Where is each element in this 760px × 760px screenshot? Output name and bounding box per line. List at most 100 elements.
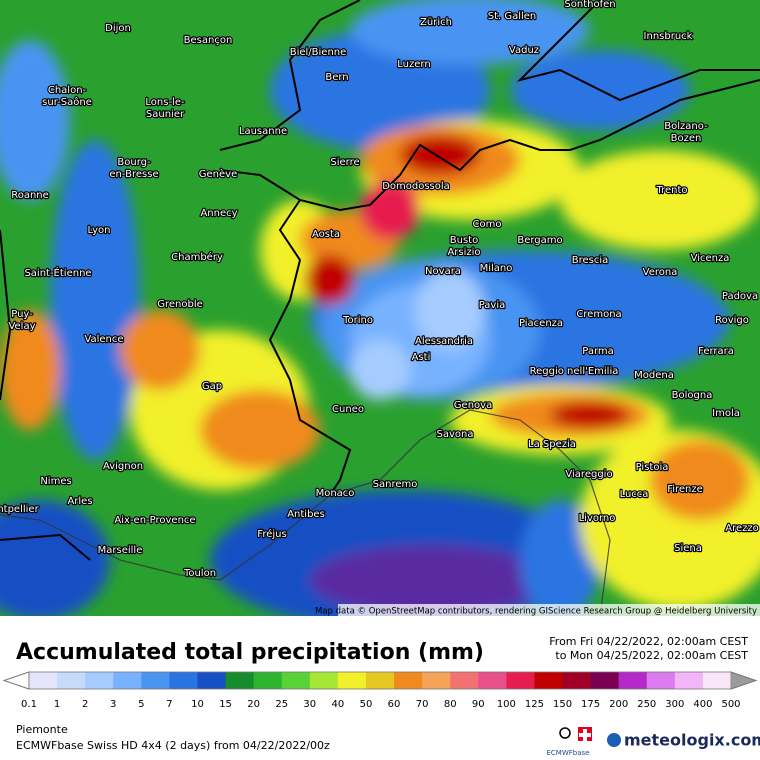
city-label: Lyon [87,225,110,236]
region: Piemonte [16,723,68,736]
period-to: to Mon 04/25/2022, 02:00am CEST [555,649,748,662]
city-label: Bourg- [117,157,151,168]
legend-swatch [422,672,451,689]
legend-level-label: 7 [166,699,172,710]
city-label: Genova [454,400,492,411]
city-label: Lausanne [239,126,287,137]
coastline [0,409,611,616]
city-label: Valence [84,334,123,345]
city-label: Besançon [184,35,233,46]
swiss-cross [579,729,591,741]
city-labels: Sonthofen Dijon Besançon Biel/Bienne Zürich S… [0,0,760,580]
city-label: Puy- [11,309,33,320]
city-label: Savona [437,429,474,440]
city-label: Roanne [11,190,49,201]
legend-swatch [450,672,479,689]
city-label: Grenoble [157,299,203,310]
legend-level-label: 125 [525,699,544,710]
city-label: Bern [325,72,348,83]
city-label: Torino [342,315,373,326]
legend-level-label: 70 [416,699,429,710]
legend-swatch [113,672,142,689]
city-label: Novara [425,266,461,277]
legend-swatch [365,672,395,689]
city-label: Biel/Bienne [290,47,347,58]
city-label: Arles [67,496,92,507]
legend-level-label: 60 [388,699,401,710]
city-label: Bolzano- [664,121,708,132]
city-label: Viareggio [565,469,612,480]
logo-icon [559,727,571,739]
legend-swatch [590,672,620,689]
legend-level-label: 90 [472,699,485,710]
legend-swatch [646,672,676,689]
city-label: Cuneo [332,404,364,415]
city-label: St. Gallen [488,11,537,22]
city-label: Ferrara [698,346,734,357]
city-label: Chalon- [48,85,87,96]
city-label: Marseille [98,545,143,556]
legend-level-label: 100 [497,699,516,710]
legend-swatch [309,672,339,689]
legend-level-label: 500 [721,699,740,710]
city-label: Alessandria [415,336,473,347]
city-label: Bergamo [517,235,562,246]
legend: 0.1 1 2 3 5 7 10 15 20 25 30 40 50 60 70 80 90 100 125 150 1… [2,671,758,710]
attribution: Map data © OpenStreetMap contributors, r… [315,607,757,617]
city-label: Siena [674,543,702,554]
legend-level-label: 30 [303,699,316,710]
legend-level-label: 10 [191,699,204,710]
city-label: Fréjus [257,528,286,540]
ecmwf-logo: ECMWFbase [547,749,590,757]
city-label: Arsizio [447,247,480,258]
city-label: Aix-en-Provence [114,515,195,526]
city-label: Domodossola [382,181,450,192]
legend-swatch [337,672,367,689]
city-label: Imola [712,408,740,419]
legend-swatch [702,672,732,689]
legend-swatch [29,672,58,689]
legend-swatch [169,672,198,689]
legend-swatch [618,672,648,689]
legend-over-arrow [730,671,758,690]
city-label: Como [473,219,502,230]
city-label: Asti [412,352,431,363]
city-label: Toulon [183,568,216,579]
city-label: Brescia [572,255,609,266]
map: Map data © OpenStreetMap contributors, r… [0,0,760,617]
legend-swatch [57,672,86,689]
city-label: Cremona [576,309,621,320]
legend-level-label: 300 [665,699,684,710]
city-label: Aosta [312,229,340,240]
legend-level-label: 175 [581,699,600,710]
legend-swatch [534,672,564,689]
legend-level-label: 400 [693,699,712,710]
city-label: Annecy [200,208,237,219]
city-label: Velay [8,321,35,332]
city-label: Gap [202,381,222,392]
legend-swatch [562,672,592,689]
legend-level-label: 0.1 [21,699,37,710]
city-label: en-Bresse [109,169,158,180]
city-label: Rovigo [715,315,749,326]
legend-level-label: 3 [110,699,116,710]
legend-level-label: 250 [637,699,656,710]
legend-level-label: 2 [82,699,88,710]
city-label: Sonthofen [564,0,615,10]
legend-level-label: 1 [54,699,60,710]
city-label: Milano [480,263,513,274]
legend-swatch [253,672,283,689]
city-label: ntpellier [0,504,40,515]
city-label: Saint-Étienne [24,266,91,279]
city-label: Nimes [40,476,71,487]
city-label: Chambéry [171,251,223,263]
legend-level-label: 5 [138,699,144,710]
brand-icon [607,733,621,747]
city-label: Dijon [105,23,131,34]
city-label: Reggio nell'Emilia [530,366,619,377]
country-borders [0,0,760,561]
city-label: sur-Saône [42,96,92,108]
city-label: Sanremo [373,479,418,490]
legend-swatch [281,672,311,689]
legend-level-label: 80 [444,699,457,710]
